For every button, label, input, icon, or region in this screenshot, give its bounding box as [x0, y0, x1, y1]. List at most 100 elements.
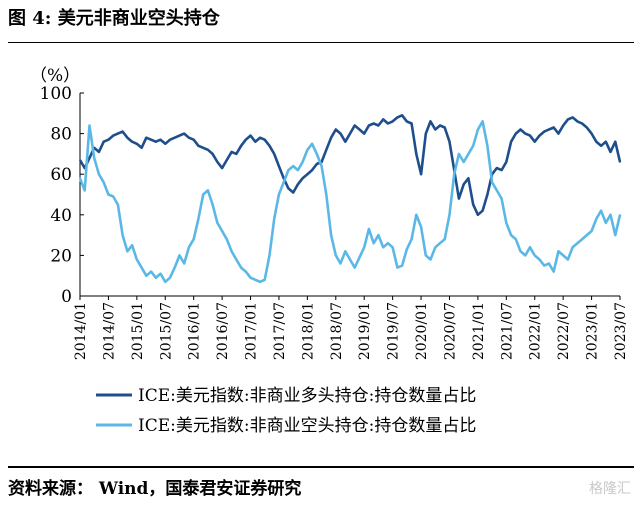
title-rule [8, 42, 634, 43]
series-long-point [557, 132, 560, 135]
x-tick-label: 2019/01 [357, 302, 373, 360]
series-long-point [306, 173, 309, 175]
series-long-point [505, 161, 508, 163]
series-short-point [320, 165, 323, 167]
series-long-point [140, 147, 143, 149]
series-short-point [292, 165, 295, 167]
series-long-point [159, 138, 162, 141]
series-long-point [112, 134, 114, 137]
series-long-point [590, 132, 593, 135]
series-short-point [83, 189, 86, 192]
series-long-point [600, 145, 602, 147]
series-short-point [330, 234, 332, 236]
series-long-point [391, 120, 394, 123]
series-long-point [538, 134, 541, 137]
series-short-point [401, 264, 403, 267]
series-long-point [567, 118, 569, 121]
series-long-point [510, 140, 512, 143]
series-long-point [382, 118, 385, 121]
series-long-point [297, 183, 299, 186]
series-short-point [538, 258, 541, 261]
x-tick-label: 2022/01 [528, 302, 544, 360]
series-short-point [306, 149, 309, 151]
series-long-point [221, 167, 223, 169]
series-short-point [164, 281, 167, 283]
series-short-point [259, 281, 261, 283]
series-short-point [486, 145, 489, 147]
series-short-point [126, 250, 129, 253]
series-short-point [581, 238, 583, 240]
series-short-point [221, 230, 223, 232]
series-short-point [297, 169, 299, 171]
footer-rule [8, 466, 634, 468]
series-short-point [188, 246, 190, 249]
series-short-point [590, 230, 593, 232]
series-long-point [173, 136, 176, 139]
series-short-point [491, 181, 493, 184]
series-short-point [353, 266, 356, 269]
series-long-point [581, 122, 583, 125]
series-short-point [453, 173, 456, 175]
series-long-point [533, 140, 536, 143]
series-short-point [505, 222, 508, 224]
series-long-point [571, 116, 574, 119]
series-long-point [268, 145, 271, 147]
series-long-point [131, 140, 133, 143]
series-short-point [429, 258, 432, 261]
series-short-point [98, 173, 100, 175]
series-short-point [88, 124, 91, 127]
series-short-point [207, 189, 209, 192]
series-long-point [406, 120, 408, 123]
series-short-point [254, 279, 257, 281]
chart-axes: 0 20 40 60 80 100（%） 2014/01 2014/07 2015/01 2015… [30, 66, 629, 360]
x-tick-label: 2019/07 [386, 302, 402, 360]
x-tick-label: 2021/07 [499, 302, 515, 360]
series-long-point [515, 132, 517, 135]
series-short-point [79, 177, 81, 180]
series-short-point [226, 238, 228, 240]
series-short-point [183, 262, 185, 265]
series-short-point [410, 238, 413, 240]
series-short-point [349, 258, 351, 261]
series-long-point [211, 153, 214, 155]
figure-title: 图 4: 美元非商业空头持仓 [8, 8, 220, 29]
series-short-point [287, 169, 290, 171]
watermark-text: 格隆汇 [589, 481, 631, 497]
series-short-point [173, 266, 176, 269]
series-short-point [467, 153, 470, 155]
x-tick-label: 2014/01 [73, 302, 89, 360]
series-short-point [406, 248, 408, 251]
series-short-point [481, 120, 484, 123]
series-long-point [481, 209, 484, 212]
series-long-point [145, 136, 148, 139]
series-short-point [112, 195, 114, 198]
series-short-point [567, 258, 569, 261]
series-long-point [207, 149, 209, 151]
series-long-point [524, 132, 527, 135]
series-short-point [249, 276, 252, 279]
series-short-point [519, 250, 522, 253]
series-long-point [330, 136, 332, 139]
x-tick-label: 2023/07 [613, 302, 629, 360]
y-axis-label: （%） [30, 66, 80, 86]
series-long-point [183, 132, 185, 135]
series-long-point [595, 140, 598, 143]
series-long-point [609, 151, 612, 153]
series-short-point [316, 153, 318, 155]
x-tick-label: 2014/07 [101, 302, 117, 360]
legend-label-short: ICE:美元指数:非商业空头持仓:持仓数量占比 [138, 416, 476, 436]
series-long-point [425, 132, 427, 135]
series-short-point [458, 153, 460, 155]
series-long-point [548, 128, 550, 131]
series-short-point [619, 214, 621, 216]
series-long-point [415, 153, 418, 155]
series-short-point [562, 254, 564, 257]
series-short-point [500, 197, 503, 200]
series-long-point [552, 126, 555, 129]
series-short-point [245, 270, 247, 273]
series-short-point [420, 226, 422, 228]
series-long-point [586, 126, 588, 129]
y-tick-label: 80 [50, 125, 72, 145]
source-note: 资料来源： Wind，国泰君安证券研究 [8, 479, 302, 499]
series-long-point [349, 132, 351, 135]
